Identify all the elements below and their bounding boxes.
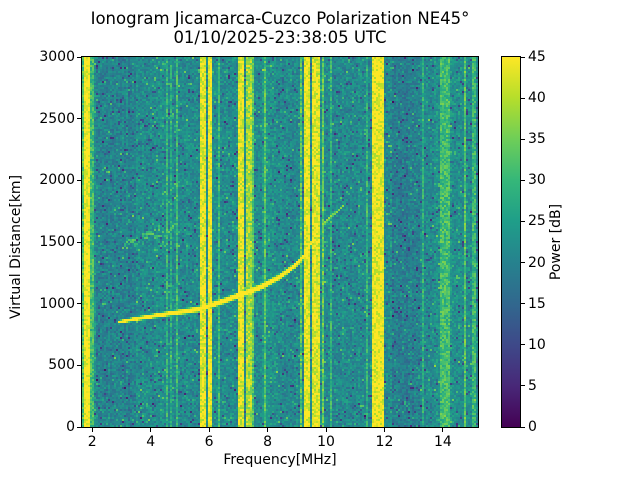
colorbar-tick: [521, 262, 525, 264]
colorbar-tick-label: 25: [528, 213, 546, 230]
colorbar-tick: [521, 97, 525, 99]
y-tick: [77, 241, 81, 243]
colorbar-label: Power [dB]: [548, 203, 564, 281]
x-tick-label: 10: [317, 434, 335, 450]
colorbar-tick-label: 0: [528, 419, 537, 435]
plot-subtitle: 01/10/2025-23:38:05 UTC: [173, 28, 387, 47]
colorbar-tick: [521, 303, 525, 305]
colorbar-tick: [521, 220, 525, 222]
y-tick: [77, 179, 81, 181]
colorbar-tick-label: 10: [528, 336, 546, 353]
plot-title: Ionogram Jicamarca-Cuzco Polarization NE…: [90, 9, 470, 28]
x-tick-label: 14: [434, 434, 452, 450]
x-tick: [383, 428, 385, 432]
x-tick: [325, 428, 327, 432]
x-tick: [267, 428, 269, 432]
x-axis-label: Frequency[MHz]: [223, 452, 337, 468]
colorbar-tick-label: 5: [528, 377, 537, 394]
x-tick-label: 2: [87, 434, 97, 450]
colorbar-gradient: [502, 57, 520, 427]
x-tick-label: 12: [375, 434, 394, 450]
x-tick-label: 6: [204, 434, 214, 450]
colorbar: [501, 56, 521, 428]
colorbar-tick-label: 20: [528, 254, 546, 271]
ionogram-heatmap-canvas: [82, 57, 478, 427]
y-tick-label: 2500: [39, 110, 75, 127]
y-tick-label: 500: [48, 357, 75, 374]
y-tick-label: 1500: [39, 234, 75, 250]
colorbar-tick: [521, 56, 525, 58]
x-tick: [442, 428, 444, 432]
y-tick: [77, 426, 81, 428]
colorbar-tick: [521, 385, 525, 387]
colorbar-tick: [521, 344, 525, 346]
y-tick-label: 2000: [39, 172, 75, 189]
colorbar-tick-label: 40: [528, 90, 546, 107]
y-tick-label: 0: [66, 419, 75, 435]
y-tick-label: 3000: [39, 49, 75, 65]
y-tick: [77, 303, 81, 305]
x-tick: [208, 428, 210, 432]
y-tick: [77, 56, 81, 58]
x-tick-label: 8: [263, 434, 273, 450]
colorbar-tick-label: 45: [528, 49, 546, 65]
y-tick: [77, 118, 81, 120]
y-tick: [77, 364, 81, 366]
colorbar-tick-label: 15: [528, 295, 546, 312]
y-axis-label: Virtual Distance[km]: [8, 174, 24, 320]
x-tick: [91, 428, 93, 432]
plot-frame: [81, 56, 479, 428]
colorbar-tick-label: 35: [528, 131, 546, 148]
colorbar-tick: [521, 138, 525, 140]
colorbar-tick-label: 30: [528, 172, 546, 189]
x-tick-label: 4: [146, 434, 156, 450]
y-tick-label: 1000: [39, 295, 75, 312]
colorbar-tick: [521, 179, 525, 181]
colorbar-tick: [521, 426, 525, 428]
x-tick: [150, 428, 152, 432]
